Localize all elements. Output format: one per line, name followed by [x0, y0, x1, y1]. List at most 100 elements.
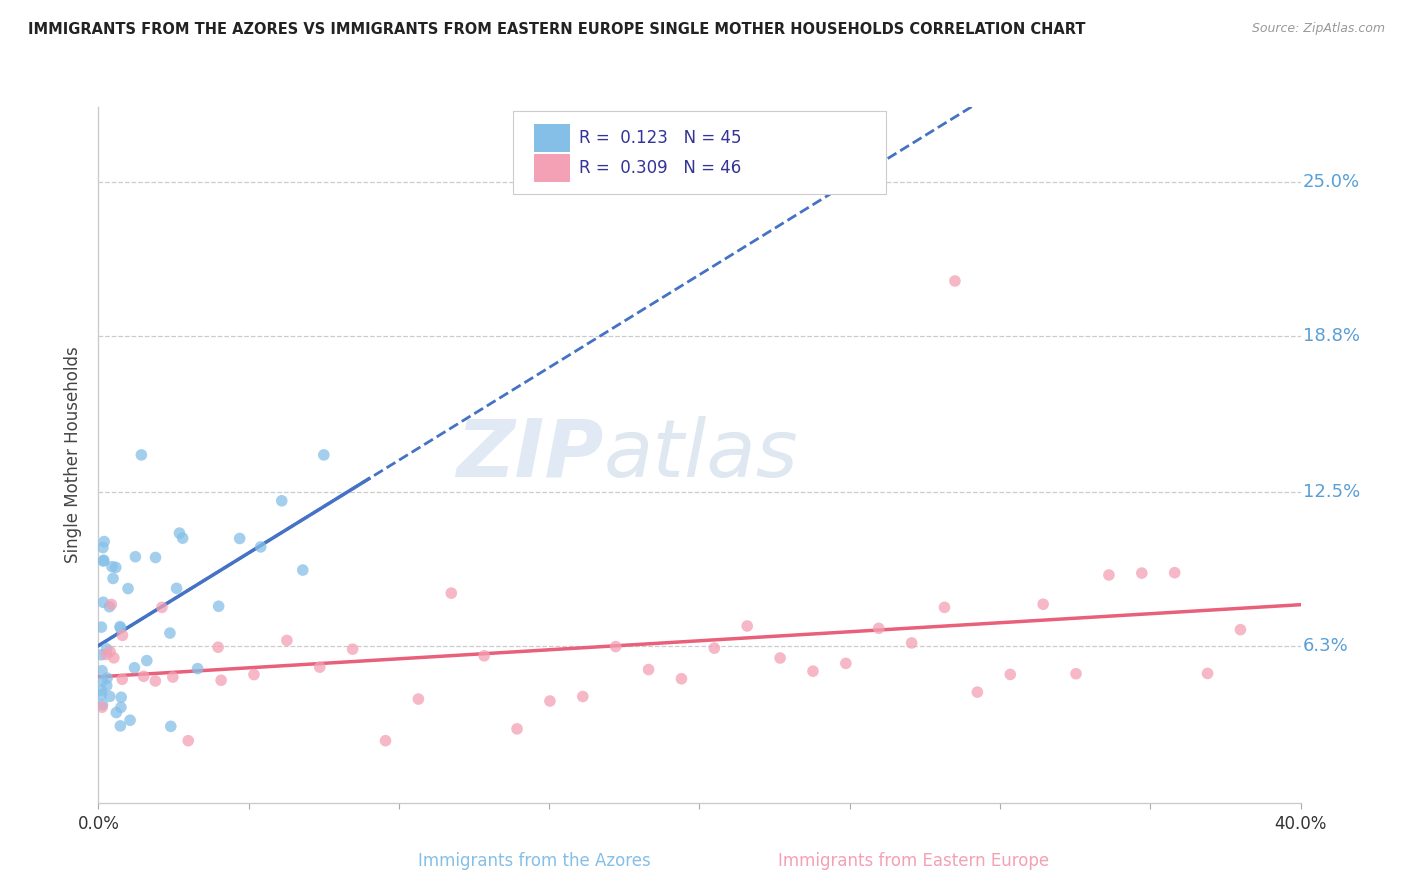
- Text: 6.3%: 6.3%: [1303, 637, 1348, 656]
- Point: [98, 690, 121, 704]
- Point: [91, 595, 114, 609]
- Y-axis label: Single Mother Households: Single Mother Households: [65, 347, 83, 563]
- Text: R =  0.309   N = 46: R = 0.309 N = 46: [579, 160, 741, 178]
- Text: ZIP: ZIP: [456, 416, 603, 494]
- Point: [91, 664, 114, 678]
- Point: [342, 642, 364, 657]
- Point: [90, 648, 112, 662]
- Point: [159, 719, 181, 733]
- Point: [207, 640, 229, 655]
- Point: [1064, 666, 1087, 681]
- Point: [150, 600, 173, 615]
- FancyBboxPatch shape: [513, 111, 886, 194]
- Point: [105, 706, 128, 720]
- Point: [98, 599, 121, 614]
- Point: [506, 722, 529, 736]
- Point: [91, 700, 114, 714]
- Point: [1000, 667, 1022, 681]
- Text: 12.5%: 12.5%: [1303, 483, 1360, 501]
- Point: [243, 667, 266, 681]
- Point: [96, 671, 118, 685]
- Point: [111, 628, 134, 642]
- Point: [637, 663, 659, 677]
- Point: [96, 679, 118, 693]
- Point: [671, 672, 693, 686]
- Point: [735, 619, 758, 633]
- Point: [943, 274, 966, 288]
- Point: [124, 661, 146, 675]
- Point: [101, 571, 124, 585]
- Point: [308, 660, 330, 674]
- Point: [108, 619, 131, 633]
- Point: [187, 662, 209, 676]
- Point: [1130, 566, 1153, 580]
- Point: [605, 640, 627, 654]
- Point: [90, 620, 112, 634]
- Text: Immigrants from the Azores: Immigrants from the Azores: [418, 852, 651, 870]
- Point: [538, 694, 561, 708]
- Text: R =  0.123   N = 45: R = 0.123 N = 45: [579, 128, 742, 146]
- Point: [934, 600, 956, 615]
- FancyBboxPatch shape: [534, 154, 569, 182]
- Point: [966, 685, 988, 699]
- Point: [91, 698, 114, 712]
- Text: 18.8%: 18.8%: [1303, 326, 1360, 344]
- Point: [1197, 666, 1219, 681]
- Point: [209, 673, 232, 688]
- Point: [228, 532, 250, 546]
- Point: [835, 657, 858, 671]
- Point: [145, 550, 167, 565]
- Point: [276, 633, 298, 648]
- Point: [270, 493, 292, 508]
- Point: [110, 690, 132, 705]
- Point: [312, 448, 335, 462]
- Point: [408, 692, 430, 706]
- Point: [124, 549, 146, 564]
- Point: [166, 582, 188, 596]
- Point: [90, 688, 112, 702]
- Text: Source: ZipAtlas.com: Source: ZipAtlas.com: [1251, 22, 1385, 36]
- Point: [1098, 568, 1121, 582]
- Point: [131, 448, 153, 462]
- Point: [101, 559, 124, 574]
- Point: [103, 650, 125, 665]
- Point: [249, 540, 271, 554]
- Point: [110, 719, 132, 733]
- Point: [132, 669, 155, 683]
- Point: [801, 664, 824, 678]
- Point: [440, 586, 463, 600]
- Point: [868, 621, 890, 635]
- Point: [208, 599, 231, 614]
- Point: [110, 700, 132, 714]
- Point: [96, 648, 118, 662]
- Point: [120, 713, 142, 727]
- Point: [110, 621, 132, 635]
- FancyBboxPatch shape: [534, 124, 569, 153]
- Point: [1032, 597, 1054, 611]
- Point: [100, 598, 122, 612]
- Text: 0.0%: 0.0%: [77, 815, 120, 833]
- Text: 25.0%: 25.0%: [1303, 172, 1360, 191]
- Point: [703, 641, 725, 656]
- Point: [769, 651, 792, 665]
- Point: [374, 733, 396, 747]
- Point: [111, 673, 134, 687]
- Point: [1229, 623, 1251, 637]
- Text: atlas: atlas: [603, 416, 799, 494]
- Point: [169, 526, 191, 541]
- Point: [98, 645, 121, 659]
- Point: [159, 626, 181, 640]
- Point: [91, 673, 114, 688]
- Point: [91, 541, 114, 555]
- Point: [93, 534, 115, 549]
- Point: [91, 554, 114, 568]
- Point: [1163, 566, 1185, 580]
- Text: Immigrants from Eastern Europe: Immigrants from Eastern Europe: [779, 852, 1049, 870]
- Point: [177, 733, 200, 747]
- Point: [93, 553, 115, 567]
- Point: [135, 654, 157, 668]
- Point: [472, 648, 495, 663]
- Point: [143, 673, 166, 688]
- Point: [172, 531, 194, 545]
- Point: [90, 683, 112, 698]
